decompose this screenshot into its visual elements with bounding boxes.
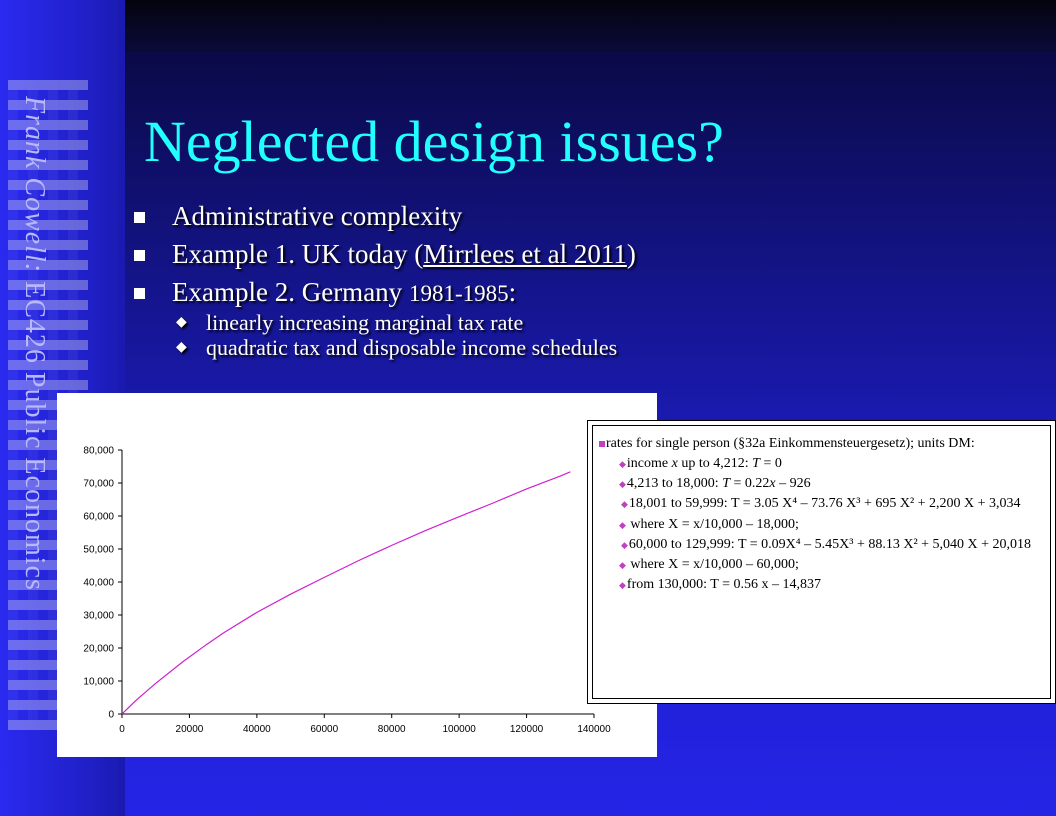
mirrlees-link[interactable]: Mirrlees et al 2011 — [423, 239, 627, 269]
bullet-text: : — [508, 277, 517, 307]
top-band — [125, 0, 1056, 52]
rate-item: ◆18,001 to 59,999: T = 3.05 X⁴ – 73.76 X… — [599, 494, 1044, 514]
bullet-text: Example 2. Germany — [172, 277, 409, 307]
x-tick-label: 60000 — [310, 724, 338, 735]
rate-text: 18,001 to 59,999: T = 3.05 X⁴ – 73.76 X³… — [628, 496, 1021, 512]
chart-svg: 0 10,000 20,000 30,000 40,000 50,000 60,000 70,… — [83, 446, 611, 736]
tax-rates-note: rates for single person (§32a Einkommens… — [587, 420, 1056, 704]
sub-bullet-item: quadratic tax and disposable income sche… — [172, 335, 850, 360]
x-tick-label: 120000 — [510, 724, 544, 735]
rate-item: ◆4,213 to 18,000: T = 0.22x – 926 — [599, 474, 1044, 494]
diamond-bullet-icon: ◆ — [621, 499, 628, 510]
rate-text: 4,213 to 18,000: — [626, 476, 723, 492]
rate-item: ◆60,000 to 129,999: T = 0.09X⁴ – 5.45X³ … — [599, 535, 1044, 555]
x-tick-label: 0 — [119, 724, 125, 735]
y-tick-label: 30,000 — [83, 611, 114, 622]
rate-text: where X = x/10,000 – 18,000; — [626, 516, 799, 532]
rate-text: where X = x/10,000 – 60,000; — [626, 557, 799, 573]
rate-text: from 130,000: T = 0.56 x – 14,837 — [626, 577, 821, 593]
bullet-list: Administrative complexity Example 1. UK … — [130, 200, 850, 366]
rate-item: ◆ where X = x/10,000 – 18,000; — [599, 515, 1044, 535]
y-tick-label: 0 — [108, 710, 114, 721]
bullet-item: Administrative complexity — [130, 200, 850, 232]
bullet-text: ) — [626, 239, 636, 269]
course-name: EC426 Public Economics — [19, 273, 50, 591]
bullet-item: Example 2. Germany 1981-1985: linearly i… — [130, 276, 850, 360]
rate-text: income — [626, 456, 672, 472]
y-tick-label: 60,000 — [83, 512, 114, 523]
y-tick-label: 40,000 — [83, 578, 114, 589]
author-name: Frank Cowell: — [19, 96, 50, 274]
x-tick-label: 40000 — [243, 724, 271, 735]
rate-text: = 0.22 — [730, 476, 770, 492]
series-line — [121, 471, 571, 715]
rate-var: T — [752, 456, 760, 472]
diamond-bullet-icon: ◆ — [619, 560, 626, 571]
diamond-bullet-icon: ◆ — [621, 539, 628, 550]
bullet-text: Example 1. UK today ( — [172, 239, 424, 269]
diamond-bullet-icon: ◆ — [619, 459, 626, 469]
rate-var: x — [671, 456, 678, 472]
rate-text: 60,000 to 129,999: T = 0.09X⁴ – 5.45X³ +… — [628, 537, 1032, 553]
bullet-item: Example 1. UK today (Mirrlees et al 2011… — [130, 238, 850, 270]
square-bullet-icon — [599, 440, 605, 447]
bullet-years: 1981-1985 — [408, 281, 509, 306]
rate-text: = 0 — [759, 456, 782, 472]
tax-chart: 0 10,000 20,000 30,000 40,000 50,000 60,000 70,… — [57, 393, 657, 757]
y-tick-label: 10,000 — [83, 677, 114, 688]
y-tick-label: 50,000 — [83, 545, 114, 556]
bullet-text: Administrative complexity — [172, 201, 463, 231]
x-tick-label: 140000 — [577, 724, 611, 735]
rate-var: T — [722, 476, 730, 492]
rate-item: ◆from 130,000: T = 0.56 x – 14,837 — [599, 575, 1044, 595]
rate-list: ◆income x up to 4,212: T = 0 ◆4,213 to 1… — [599, 454, 1044, 596]
y-tick-label: 80,000 — [83, 446, 114, 457]
diamond-bullet-icon: ◆ — [619, 479, 626, 490]
diamond-bullet-icon: ◆ — [619, 580, 626, 591]
sub-bullet-item: linearly increasing marginal tax rate — [172, 310, 850, 335]
y-tick-label: 70,000 — [83, 479, 114, 490]
note-intro: rates for single person (§32a Einkommens… — [599, 434, 1044, 454]
sidebar-label: Frank Cowell: EC426 Public Economics — [18, 96, 50, 591]
note-box: rates for single person (§32a Einkommens… — [592, 425, 1051, 699]
sub-bullet-list: linearly increasing marginal tax rate qu… — [172, 310, 850, 360]
rate-item: ◆ where X = x/10,000 – 60,000; — [599, 555, 1044, 575]
note-intro-text: rates for single person (§32a Einkommens… — [606, 436, 975, 451]
rate-var: x — [769, 476, 776, 492]
x-tick-label: 80000 — [378, 724, 406, 735]
rate-item: ◆income x up to 4,212: T = 0 — [599, 454, 1044, 474]
x-tick-label: 20000 — [176, 724, 204, 735]
slide-title: Neglected design issues? — [144, 109, 724, 174]
rate-text: up to 4,212: — [677, 456, 753, 472]
rate-text: – 926 — [775, 476, 811, 492]
x-tick-label: 100000 — [442, 724, 476, 735]
y-tick-label: 20,000 — [83, 644, 114, 655]
diamond-bullet-icon: ◆ — [619, 519, 626, 530]
